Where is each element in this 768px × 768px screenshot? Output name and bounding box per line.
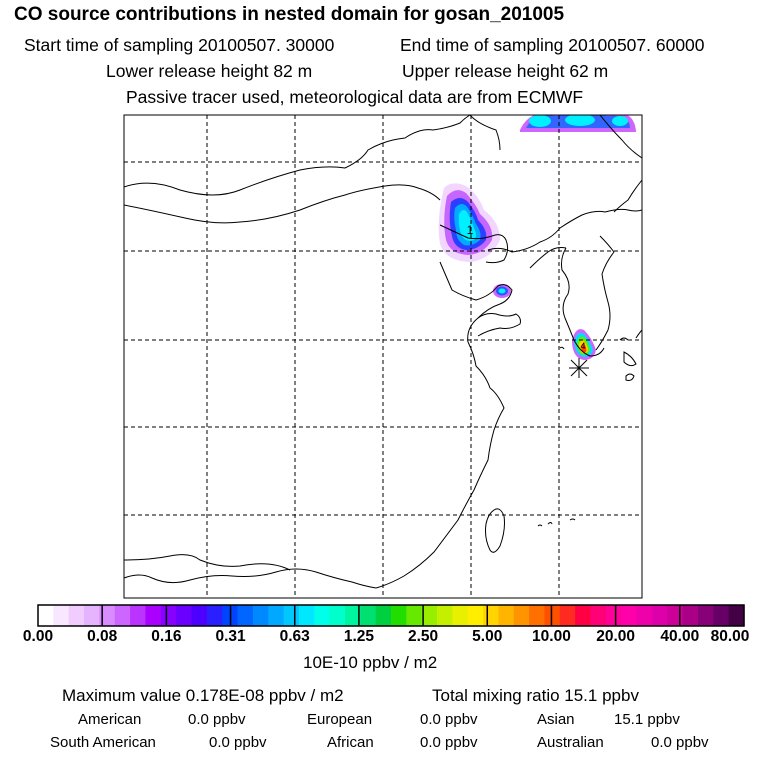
colorbar-cell xyxy=(329,605,346,626)
colorbar-tick-label: 0.16 xyxy=(151,628,182,645)
colorbar-cell xyxy=(713,605,730,626)
receptor-marker xyxy=(569,358,589,378)
region-south-american-label: South American xyxy=(50,734,156,751)
colorbar-cell xyxy=(575,605,592,626)
colorbar-cell xyxy=(314,605,331,626)
colorbar-cell xyxy=(406,605,423,626)
colorbar-cell xyxy=(621,605,638,626)
region-asian-label: Asian xyxy=(537,711,575,728)
region-african-label: African xyxy=(327,734,374,751)
colorbar-cell xyxy=(237,605,254,626)
colorbar-tick-label: 0.31 xyxy=(215,628,246,645)
coastlines xyxy=(124,115,642,589)
colorbar-cell xyxy=(391,605,407,626)
region-european-label: European xyxy=(307,711,373,728)
colorbar-cell xyxy=(529,605,546,626)
map-frame xyxy=(123,114,643,599)
colorbar-cell xyxy=(344,605,361,626)
map-title: CO source contributions in nested domain… xyxy=(14,4,565,25)
colorbar-cell xyxy=(605,605,622,626)
colorbar-cell xyxy=(544,605,561,626)
colorbar-cell xyxy=(559,605,576,626)
plume-shandong xyxy=(493,284,511,298)
colorbar-cell xyxy=(145,605,162,626)
colorbar-cell xyxy=(590,605,607,626)
colorbar-cell xyxy=(498,605,515,626)
colorbar-cell xyxy=(160,605,177,626)
total-mixing-ratio: Total mixing ratio 15.1 ppbv xyxy=(432,686,639,705)
region-asian-value: 15.1 ppbv xyxy=(614,711,680,728)
region-australian-value: 0.0 ppbv xyxy=(651,734,709,751)
region-european-value: 0.0 ppbv xyxy=(420,711,478,728)
lat-lon-grid xyxy=(124,115,642,598)
colorbar-tick-label: 0.63 xyxy=(279,628,310,645)
colorbar-unit: 10E-10 ppbv / m2 xyxy=(303,653,438,672)
colorbar-cell xyxy=(483,605,500,626)
upper-release-height: Upper release height 62 m xyxy=(402,61,609,81)
colorbar-tick-label: 80.00 xyxy=(710,628,750,645)
receptor-label: 4 xyxy=(580,341,585,351)
colorbar-cell xyxy=(283,605,300,626)
plume-label: 1 xyxy=(467,223,474,237)
colorbar-cell xyxy=(206,605,223,626)
colorbar-cell xyxy=(682,605,699,626)
colorbar-cell xyxy=(437,605,453,626)
colorbar-tick-label: 2.50 xyxy=(407,628,439,645)
lower-release-height: Lower release height 82 m xyxy=(106,61,313,81)
colorbar-tick-label: 5.00 xyxy=(472,628,503,645)
colorbar-cell xyxy=(636,605,653,626)
colorbar-tick-label: 1.25 xyxy=(343,628,374,645)
end-time: End time of sampling 20100507. 60000 xyxy=(400,35,705,55)
colorbar-cell xyxy=(375,605,392,626)
region-american-label: American xyxy=(78,711,142,728)
region-south-american-value: 0.0 ppbv xyxy=(209,734,267,751)
colorbar-cell xyxy=(176,605,193,626)
tracer-note: Passive tracer used, meteorological data… xyxy=(126,87,584,107)
colorbar-cell xyxy=(667,605,684,626)
colorbar-cell xyxy=(130,605,147,626)
colorbar-cell xyxy=(697,605,714,626)
plume-top xyxy=(520,115,636,132)
colorbar-cell xyxy=(84,605,100,626)
colorbar-tick-label: 40.00 xyxy=(660,628,700,645)
colorbar-cell xyxy=(452,605,469,626)
colorbar-cell xyxy=(53,605,70,626)
colorbar-cell xyxy=(728,605,745,626)
region-australian-label: Australian xyxy=(537,734,604,751)
colorbar-cell xyxy=(421,605,438,626)
colorbar-cell xyxy=(252,605,269,626)
colorbar-cell xyxy=(38,605,54,626)
colorbar-cell xyxy=(651,605,668,626)
plume-receptor xyxy=(572,329,596,360)
region-african-value: 0.0 ppbv xyxy=(420,734,478,751)
colorbar-cell xyxy=(114,605,131,626)
start-time: Start time of sampling 20100507. 30000 xyxy=(24,35,335,55)
colorbar-tick-label: 10.00 xyxy=(532,628,571,645)
region-american-value: 0.0 ppbv xyxy=(188,711,246,728)
colorbar-tick-label: 0.08 xyxy=(87,628,118,645)
maximum-value: Maximum value 0.178E-08 ppbv / m2 xyxy=(62,686,344,705)
colorbar-cell xyxy=(360,605,377,626)
colorbar-tick-label: 20.00 xyxy=(596,628,636,645)
colorbar-cell xyxy=(298,605,315,626)
colorbar-cell xyxy=(191,605,208,626)
colorbar-cell xyxy=(513,605,530,626)
colorbar-cell xyxy=(268,605,285,626)
colorbar-tick-label: 0.00 xyxy=(22,628,54,645)
colorbar-cell xyxy=(68,605,85,626)
colorbar-cell xyxy=(467,605,484,626)
colorbar-cell xyxy=(99,605,116,626)
